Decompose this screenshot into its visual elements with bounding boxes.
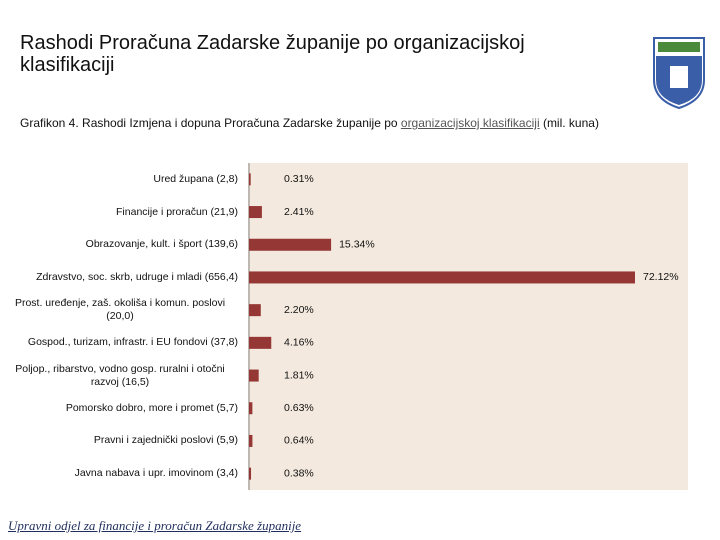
category-label: Financije i proračun (21,9) [2, 196, 238, 228]
category-label: Ured župana (2,8) [2, 163, 238, 195]
category-text: Poljop., ribarstvo, vodno gosp. ruralni … [15, 362, 225, 388]
category-label: Zdravstvo, soc. skrb, udruge i mladi (65… [2, 261, 238, 293]
value-label: 2.41% [284, 206, 314, 218]
subtitle-text: Grafikon 4. Rashodi Izmjena i dopuna Pro… [20, 116, 401, 130]
bar [249, 336, 272, 349]
bar [249, 206, 262, 219]
footer: Upravni odjel za financije i proračun Za… [8, 518, 302, 533]
category-label: Gospod., turizam, infrastr. i EU fondovi… [2, 327, 238, 359]
logo [653, 37, 705, 110]
category-text: Prost. uređenje, zaš. okoliša i komun. p… [14, 297, 226, 323]
value-label: 0.63% [284, 402, 314, 414]
category-text: Pravni i zajednički poslovi (5,9) [93, 434, 238, 447]
value-label: 72.12% [643, 271, 679, 283]
category-text: Gospod., turizam, infrastr. i EU fondovi… [27, 336, 238, 349]
bar [249, 434, 253, 447]
category-label: Prost. uređenje, zaš. okoliša i komun. p… [2, 294, 238, 326]
bar [249, 467, 252, 480]
category-text: Financije i proračun (21,9) [116, 205, 238, 218]
value-label: 0.31% [284, 173, 314, 185]
bar [249, 304, 261, 317]
bar [249, 402, 253, 415]
plot-area [248, 163, 688, 490]
bar [249, 173, 251, 186]
subtitle-link: organizacijskoj klasifikaciji [400, 116, 540, 130]
category-label: Pomorsko dobro, more i promet (5,7) [2, 392, 238, 424]
category-text: Obrazovanje, kult. i šport (139,6) [85, 238, 238, 251]
subtitle-text: (mil. kuna) [539, 116, 599, 130]
category-text: Pomorsko dobro, more i promet (5,7) [65, 401, 238, 414]
value-label: 2.20% [284, 304, 314, 316]
bar [249, 271, 635, 284]
bar [249, 238, 332, 251]
value-label: 1.81% [284, 369, 314, 381]
bar [249, 369, 259, 382]
chart-subtitle: Grafikon 4. Rashodi Izmjena i dopuna Pro… [20, 116, 599, 130]
slide-title: Rashodi Proračuna Zadarske županije po o… [20, 32, 525, 76]
category-text: Ured župana (2,8) [153, 172, 238, 185]
value-label: 15.34% [339, 239, 375, 251]
category-text: Javna nabava i upr. imovinom (3,4) [74, 467, 238, 480]
value-label: 4.16% [284, 337, 314, 349]
value-label: 0.64% [284, 435, 314, 447]
category-label: Pravni i zajednički poslovi (5,9) [2, 425, 238, 457]
value-label: 0.38% [284, 467, 314, 479]
category-text: Zdravstvo, soc. skrb, udruge i mladi (65… [36, 270, 238, 283]
category-label: Javna nabava i upr. imovinom (3,4) [2, 458, 238, 490]
category-label: Poljop., ribarstvo, vodno gosp. ruralni … [2, 360, 238, 392]
category-label: Obrazovanje, kult. i šport (139,6) [2, 229, 238, 261]
